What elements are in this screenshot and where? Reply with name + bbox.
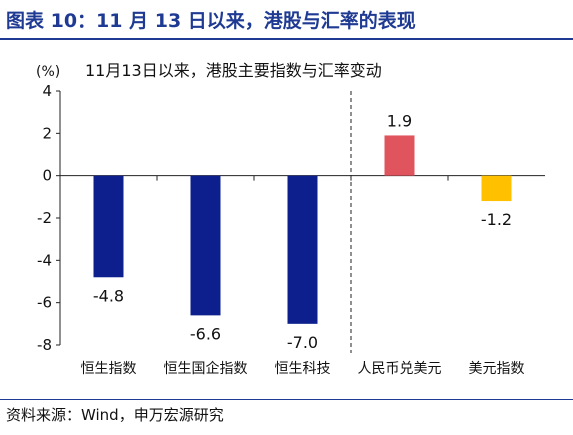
- category-labels: 恒生指数 恒生国企指数 恒生科技 人民币兑美元 美元指数: [81, 360, 525, 377]
- bar: [287, 175, 318, 324]
- bar: [190, 175, 221, 316]
- y-tick-label: -6: [37, 294, 52, 312]
- chart-title: 11月13日以来，港股主要指数与汇率变动: [85, 61, 382, 80]
- bar-value-label: -7.0: [287, 333, 318, 352]
- y-tick-label: -8: [37, 336, 52, 354]
- bar-chart: 11月13日以来，港股主要指数与汇率变动 (%) 4 2 0 -2 -4 -6 -8 -4.…: [36, 61, 545, 377]
- y-tick-label: -4: [37, 251, 52, 269]
- category-label: 美元指数: [469, 361, 525, 377]
- footer-divider: [0, 399, 573, 400]
- figure-title: 图表 10：11 月 13 日以来，港股与汇率的表现: [6, 10, 416, 32]
- category-label: 人民币兑美元: [358, 361, 442, 377]
- category-label: 恒生指数: [81, 361, 137, 377]
- bar-value-label: -6.6: [190, 324, 221, 343]
- y-axis-unit-label: (%): [36, 64, 60, 80]
- bar: [384, 135, 415, 176]
- bar-value-label: 1.9: [387, 111, 412, 130]
- bar: [93, 175, 124, 278]
- y-axis-ticks: 4 2 0 -2 -4 -6 -8: [37, 82, 60, 354]
- bar-value-labels: -4.8 -6.6 -7.0 1.9 -1.2: [93, 111, 512, 351]
- y-tick-label: 2: [42, 124, 52, 142]
- bar-value-label: -4.8: [93, 286, 124, 305]
- title-divider: [0, 38, 573, 40]
- category-label: 恒生国企指数: [164, 360, 248, 377]
- y-tick-label: -2: [37, 209, 52, 227]
- category-label: 恒生科技: [275, 361, 331, 377]
- bar-value-label: -1.2: [481, 210, 512, 229]
- source-note: 资料来源：Wind，申万宏源研究: [6, 406, 224, 424]
- bar: [481, 175, 512, 202]
- bars-group: [93, 135, 512, 324]
- y-tick-label: 4: [42, 82, 52, 100]
- y-tick-label: 0: [42, 167, 52, 185]
